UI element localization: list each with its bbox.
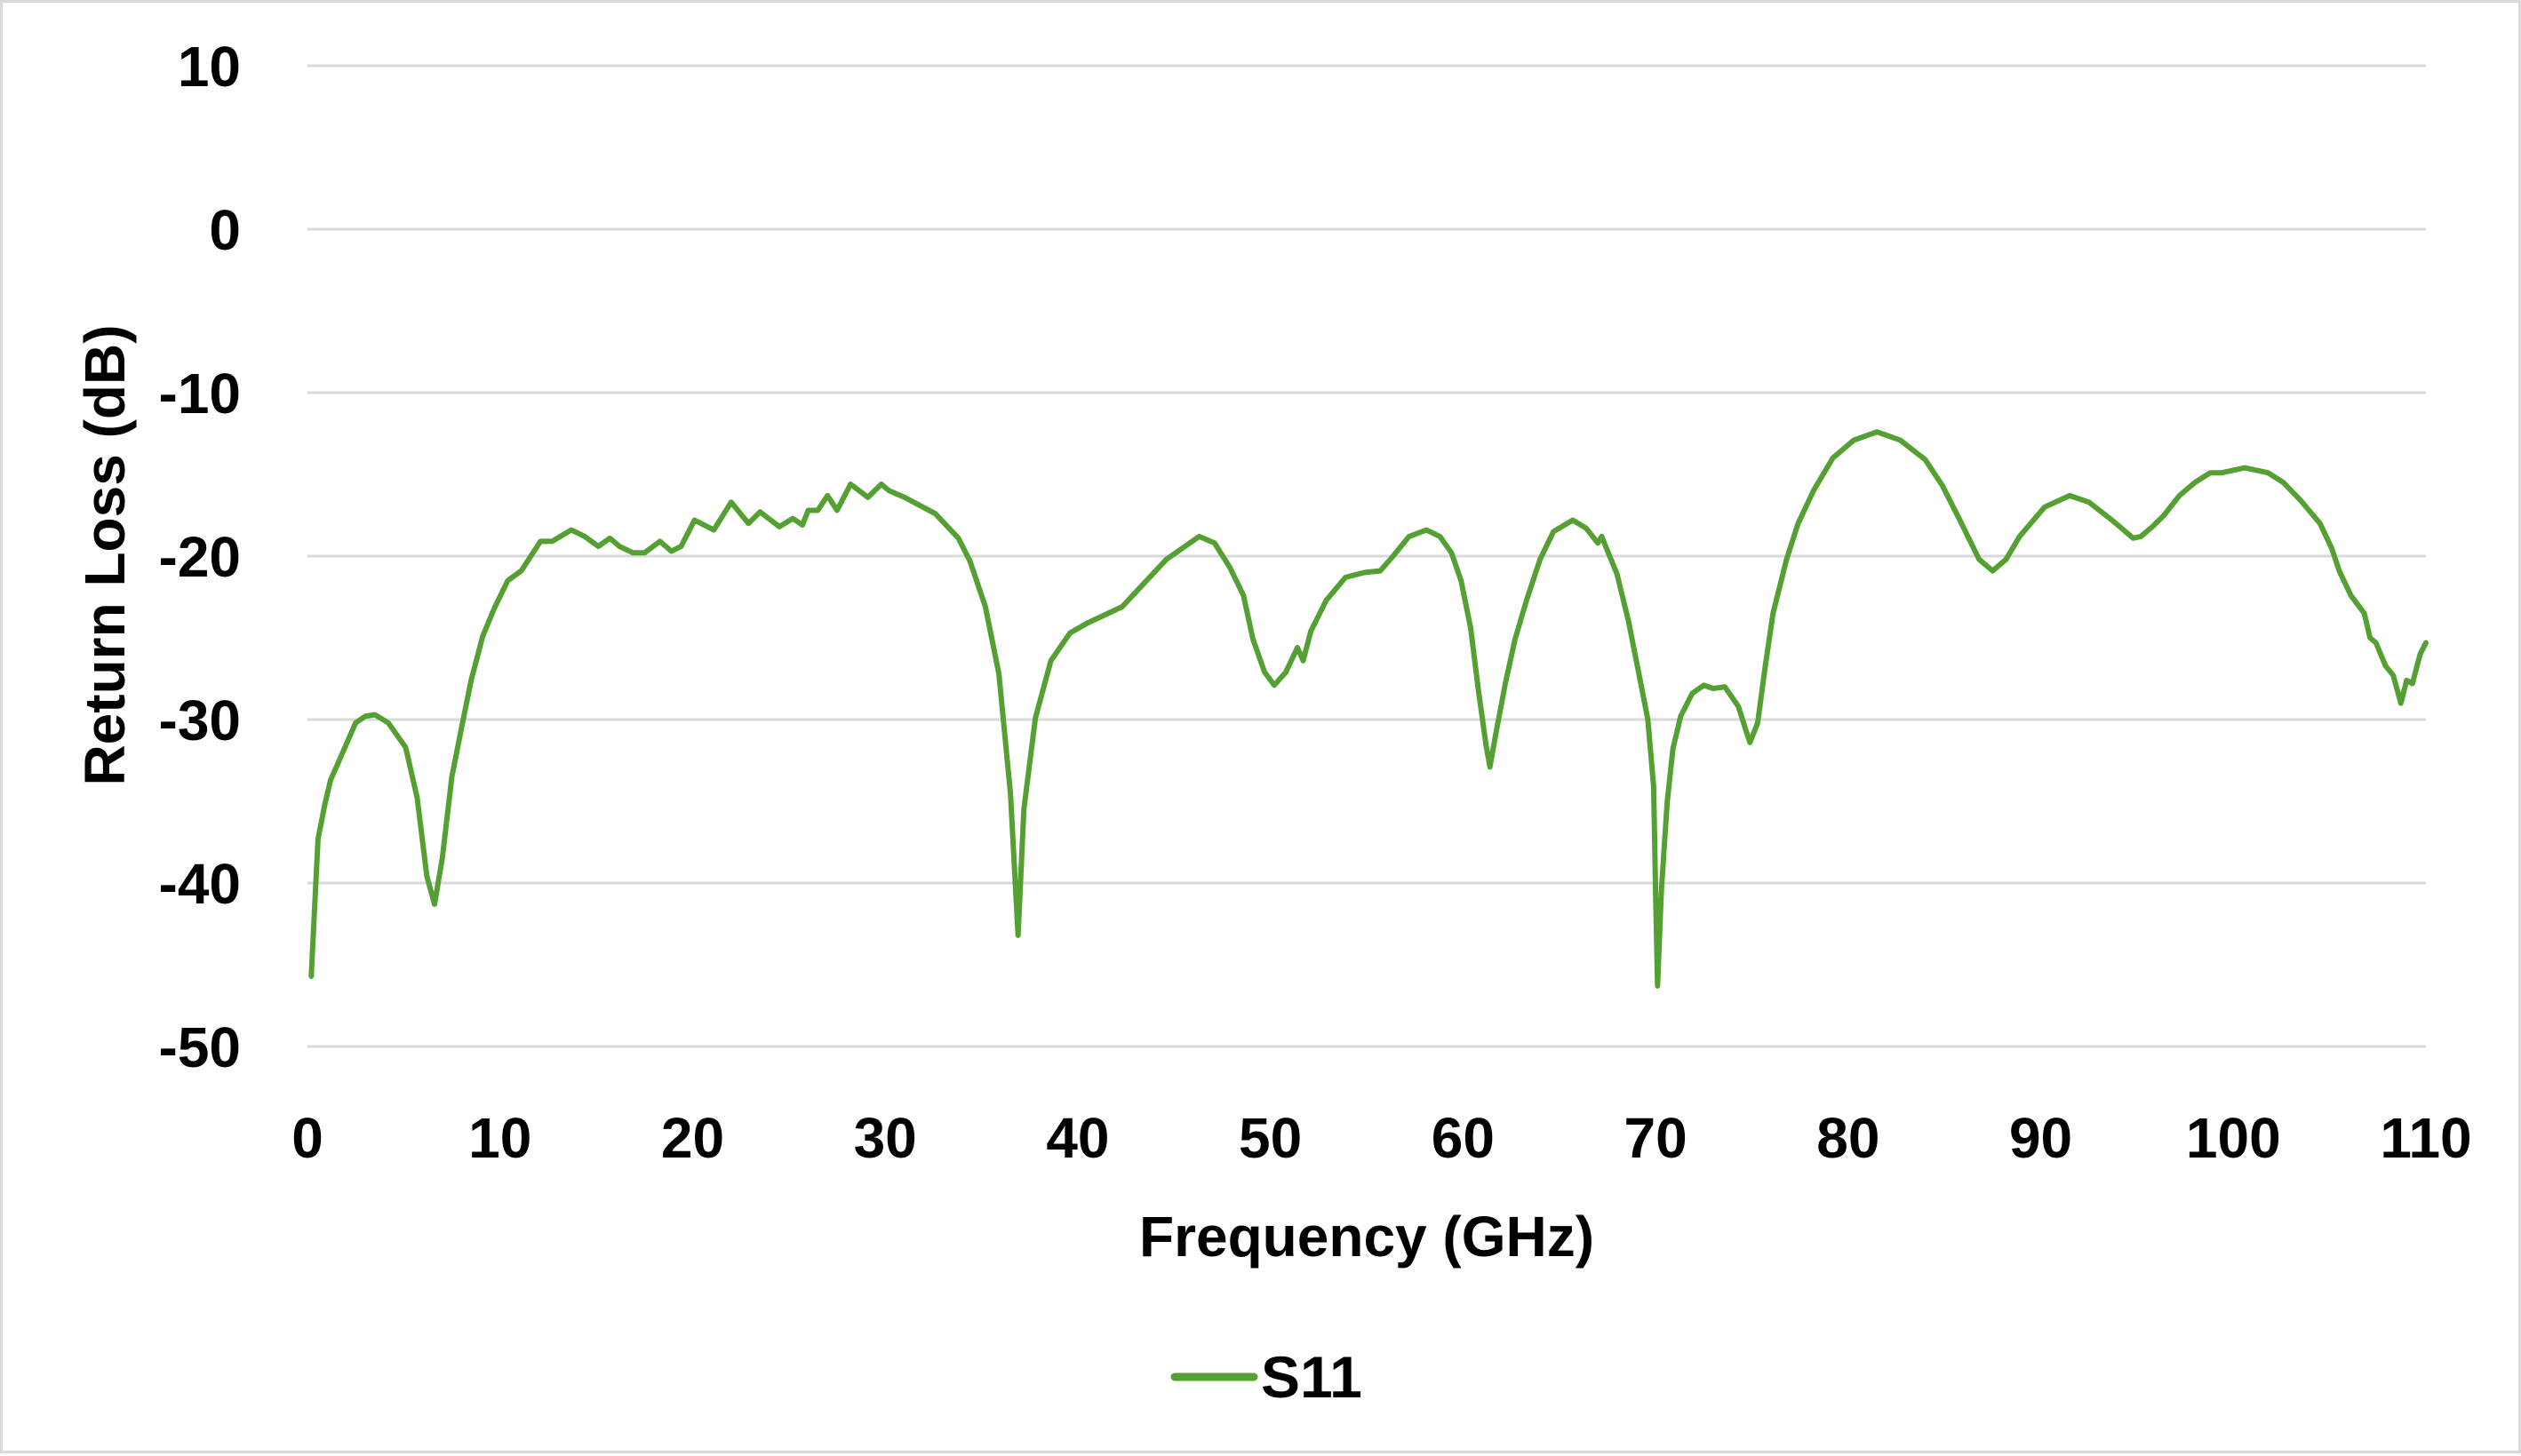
x-tick-label: 110 bbox=[2380, 1106, 2471, 1170]
line-chart: 100-10-20-30-40-50 0 10 20 30 40 50 60 70 80 90 10… bbox=[73, 35, 2472, 1410]
x-axis-title: Frequency (GHz) bbox=[1139, 1205, 1594, 1269]
x-tick-label: 0 bbox=[291, 1106, 323, 1170]
x-tick-label: 50 bbox=[1239, 1106, 1302, 1170]
y-axis-tick-labels: 10 0 -10 -20 -30 -40 -50 bbox=[159, 35, 242, 1079]
x-tick-label: 60 bbox=[1432, 1106, 1495, 1170]
gridlines bbox=[307, 64, 2426, 1048]
x-tick-label: 20 bbox=[661, 1106, 724, 1170]
x-tick-label: 10 bbox=[468, 1106, 531, 1170]
series-layer bbox=[308, 429, 2429, 989]
series-line-s11 bbox=[308, 429, 2429, 989]
x-axis-tick-labels: 0 10 20 30 40 50 60 70 80 90 100 110 bbox=[291, 1106, 2471, 1170]
y-tick-label: -10 bbox=[159, 362, 242, 426]
x-tick-label: 30 bbox=[854, 1106, 917, 1170]
x-tick-label: 40 bbox=[1046, 1106, 1109, 1170]
x-tick-label: 70 bbox=[1623, 1106, 1687, 1170]
x-tick-label: 80 bbox=[1816, 1106, 1879, 1170]
legend: S11 bbox=[1170, 1344, 1362, 1410]
x-tick-label: 90 bbox=[2009, 1106, 2072, 1170]
y-tick-label: -20 bbox=[159, 525, 242, 589]
y-tick-label: 10 bbox=[178, 35, 241, 99]
y-tick-label: 0 bbox=[209, 198, 241, 262]
x-tick-label: 100 bbox=[2186, 1106, 2281, 1170]
y-axis-title: Return Loss (dB) bbox=[73, 324, 137, 785]
y-tick-label: -30 bbox=[159, 688, 242, 752]
y-tick-label: -50 bbox=[159, 1015, 242, 1079]
legend-label-s11: S11 bbox=[1261, 1344, 1362, 1410]
y-tick-label: -40 bbox=[159, 852, 242, 916]
